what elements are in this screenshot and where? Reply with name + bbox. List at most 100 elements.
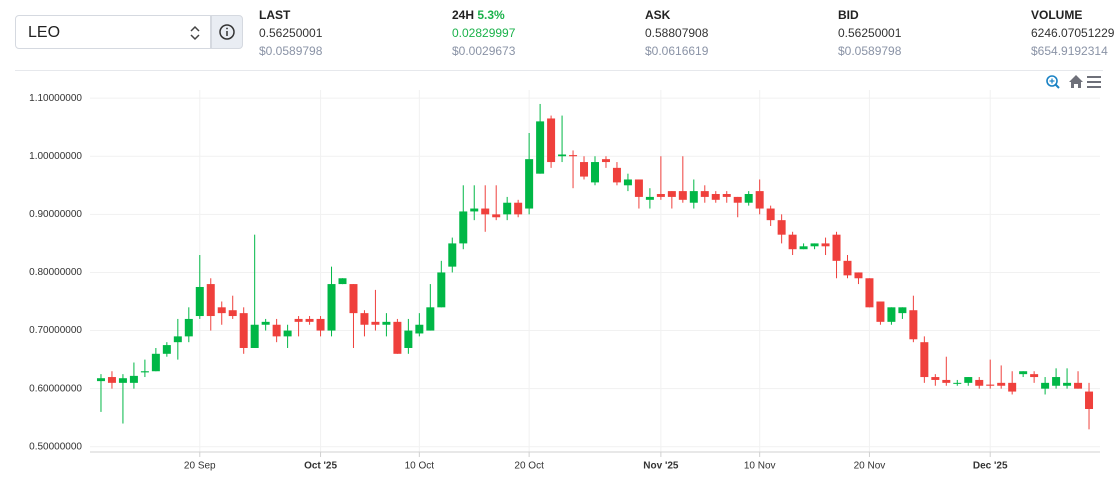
symbol-select[interactable]: LEO — [15, 15, 211, 49]
info-button[interactable] — [211, 15, 243, 49]
candle-body — [997, 382, 1006, 386]
y-tick-label: 0.80000000 — [29, 267, 82, 278]
stat: ASK 0.58807908 $0.0616619 — [645, 8, 708, 58]
candle-body — [239, 313, 248, 348]
candle-body — [722, 194, 731, 197]
candle-body — [162, 345, 171, 354]
stat-usd: $654.9192314 — [1031, 44, 1108, 58]
candle-body — [217, 307, 226, 314]
candle-body — [206, 284, 215, 317]
stat-usd: $0.0616619 — [645, 44, 709, 58]
candle-body — [140, 371, 149, 373]
stat-label: LAST — [259, 8, 291, 22]
candle-body — [1085, 391, 1094, 410]
x-tick-label: 20 Nov — [854, 461, 886, 472]
candle-body — [580, 162, 589, 177]
stat-label: VOLUME — [1031, 8, 1083, 22]
y-tick-label: 1.10000000 — [29, 93, 82, 104]
stat-label-row: BID — [838, 8, 901, 26]
x-tick-label: Nov '25 — [643, 461, 679, 472]
symbol: LEO — [28, 24, 61, 41]
candle-body — [448, 243, 457, 267]
stat-value: 0.56250001 — [259, 26, 323, 40]
candle-body — [645, 196, 654, 200]
candle-body — [503, 202, 512, 215]
y-tick-label: 0.50000000 — [29, 441, 82, 452]
candle-body — [865, 278, 874, 308]
candle-body — [1063, 382, 1072, 386]
candle-body — [514, 202, 523, 215]
stat-value-row: 6246.07051229 — [1031, 26, 1114, 44]
stat-usd-row: $0.0589798 — [259, 44, 322, 58]
zoom-button[interactable] — [1046, 75, 1060, 89]
menu-button[interactable] — [1087, 76, 1101, 88]
stat-label-row: 24H 5.3% — [452, 8, 515, 26]
candle-body — [964, 377, 973, 383]
stat-usd-row: $0.0029673 — [452, 44, 515, 58]
info-icon — [219, 24, 235, 40]
candle-body — [810, 243, 819, 247]
candle-body — [470, 208, 479, 212]
candle-body — [437, 272, 446, 308]
candle-body — [173, 336, 182, 343]
candle-body — [360, 313, 369, 325]
stat: VOLUME 6246.07051229 $654.9192314 — [1031, 8, 1114, 58]
stat: BID 0.56250001 $0.0589798 — [838, 8, 901, 58]
candle-body — [667, 191, 676, 197]
x-tick-label: 10 Oct — [405, 461, 435, 472]
candle-body — [1052, 377, 1061, 386]
candle-body — [656, 194, 665, 197]
stat-value-row: 0.56250001 — [259, 26, 322, 44]
stat: 24H 5.3% 0.02829997 $0.0029673 — [452, 8, 515, 58]
candle-body — [184, 318, 193, 337]
candle-body — [1030, 374, 1039, 378]
candle-body — [349, 284, 358, 314]
candle-body — [634, 179, 643, 197]
candle-body — [799, 246, 808, 250]
stat-value: 0.58807908 — [645, 26, 709, 40]
candle-body — [909, 310, 918, 340]
candle-body — [920, 342, 929, 378]
candle-body — [612, 167, 621, 183]
candle-body — [876, 301, 885, 322]
stat-usd: $0.0589798 — [259, 44, 323, 58]
candle-body — [283, 330, 292, 337]
candle-body — [371, 321, 380, 325]
candle-body — [821, 243, 830, 247]
stat-value: 0.56250001 — [838, 26, 902, 40]
candle-body — [426, 307, 435, 331]
candle-body — [700, 191, 709, 197]
candle-body — [129, 375, 138, 383]
candle-body — [525, 159, 534, 209]
candle-body — [338, 278, 347, 285]
stat-label: ASK — [645, 8, 671, 22]
candle-body — [404, 330, 413, 348]
stat-value-row: 0.58807908 — [645, 26, 708, 44]
select-arrows — [190, 25, 200, 41]
stat-value-row: 0.02829997 — [452, 26, 515, 44]
candle-body — [975, 379, 984, 386]
candle-body — [788, 234, 797, 250]
stat-value-row: 0.56250001 — [838, 26, 901, 44]
stat-value: 0.02829997 — [452, 26, 516, 40]
stat-label: 24H — [452, 8, 475, 22]
candle-body — [986, 384, 995, 386]
candle-body — [678, 191, 687, 200]
divider — [15, 70, 1103, 71]
candle-body — [766, 208, 775, 221]
candle-body — [777, 220, 786, 235]
candle-body — [942, 379, 951, 383]
candle-body — [1074, 382, 1083, 389]
candle-body — [393, 321, 402, 354]
stat-usd: $0.0589798 — [838, 44, 902, 58]
home-button[interactable] — [1069, 75, 1083, 88]
y-tick-label: 0.90000000 — [29, 209, 82, 220]
candle-body — [118, 378, 127, 383]
candle-body — [733, 196, 742, 203]
candle-body — [887, 307, 896, 322]
candle-body — [591, 162, 599, 183]
x-tick-label: 20 Sep — [184, 461, 216, 472]
stat: LAST 0.56250001 $0.0589798 — [259, 8, 322, 58]
candle-body — [294, 318, 303, 322]
